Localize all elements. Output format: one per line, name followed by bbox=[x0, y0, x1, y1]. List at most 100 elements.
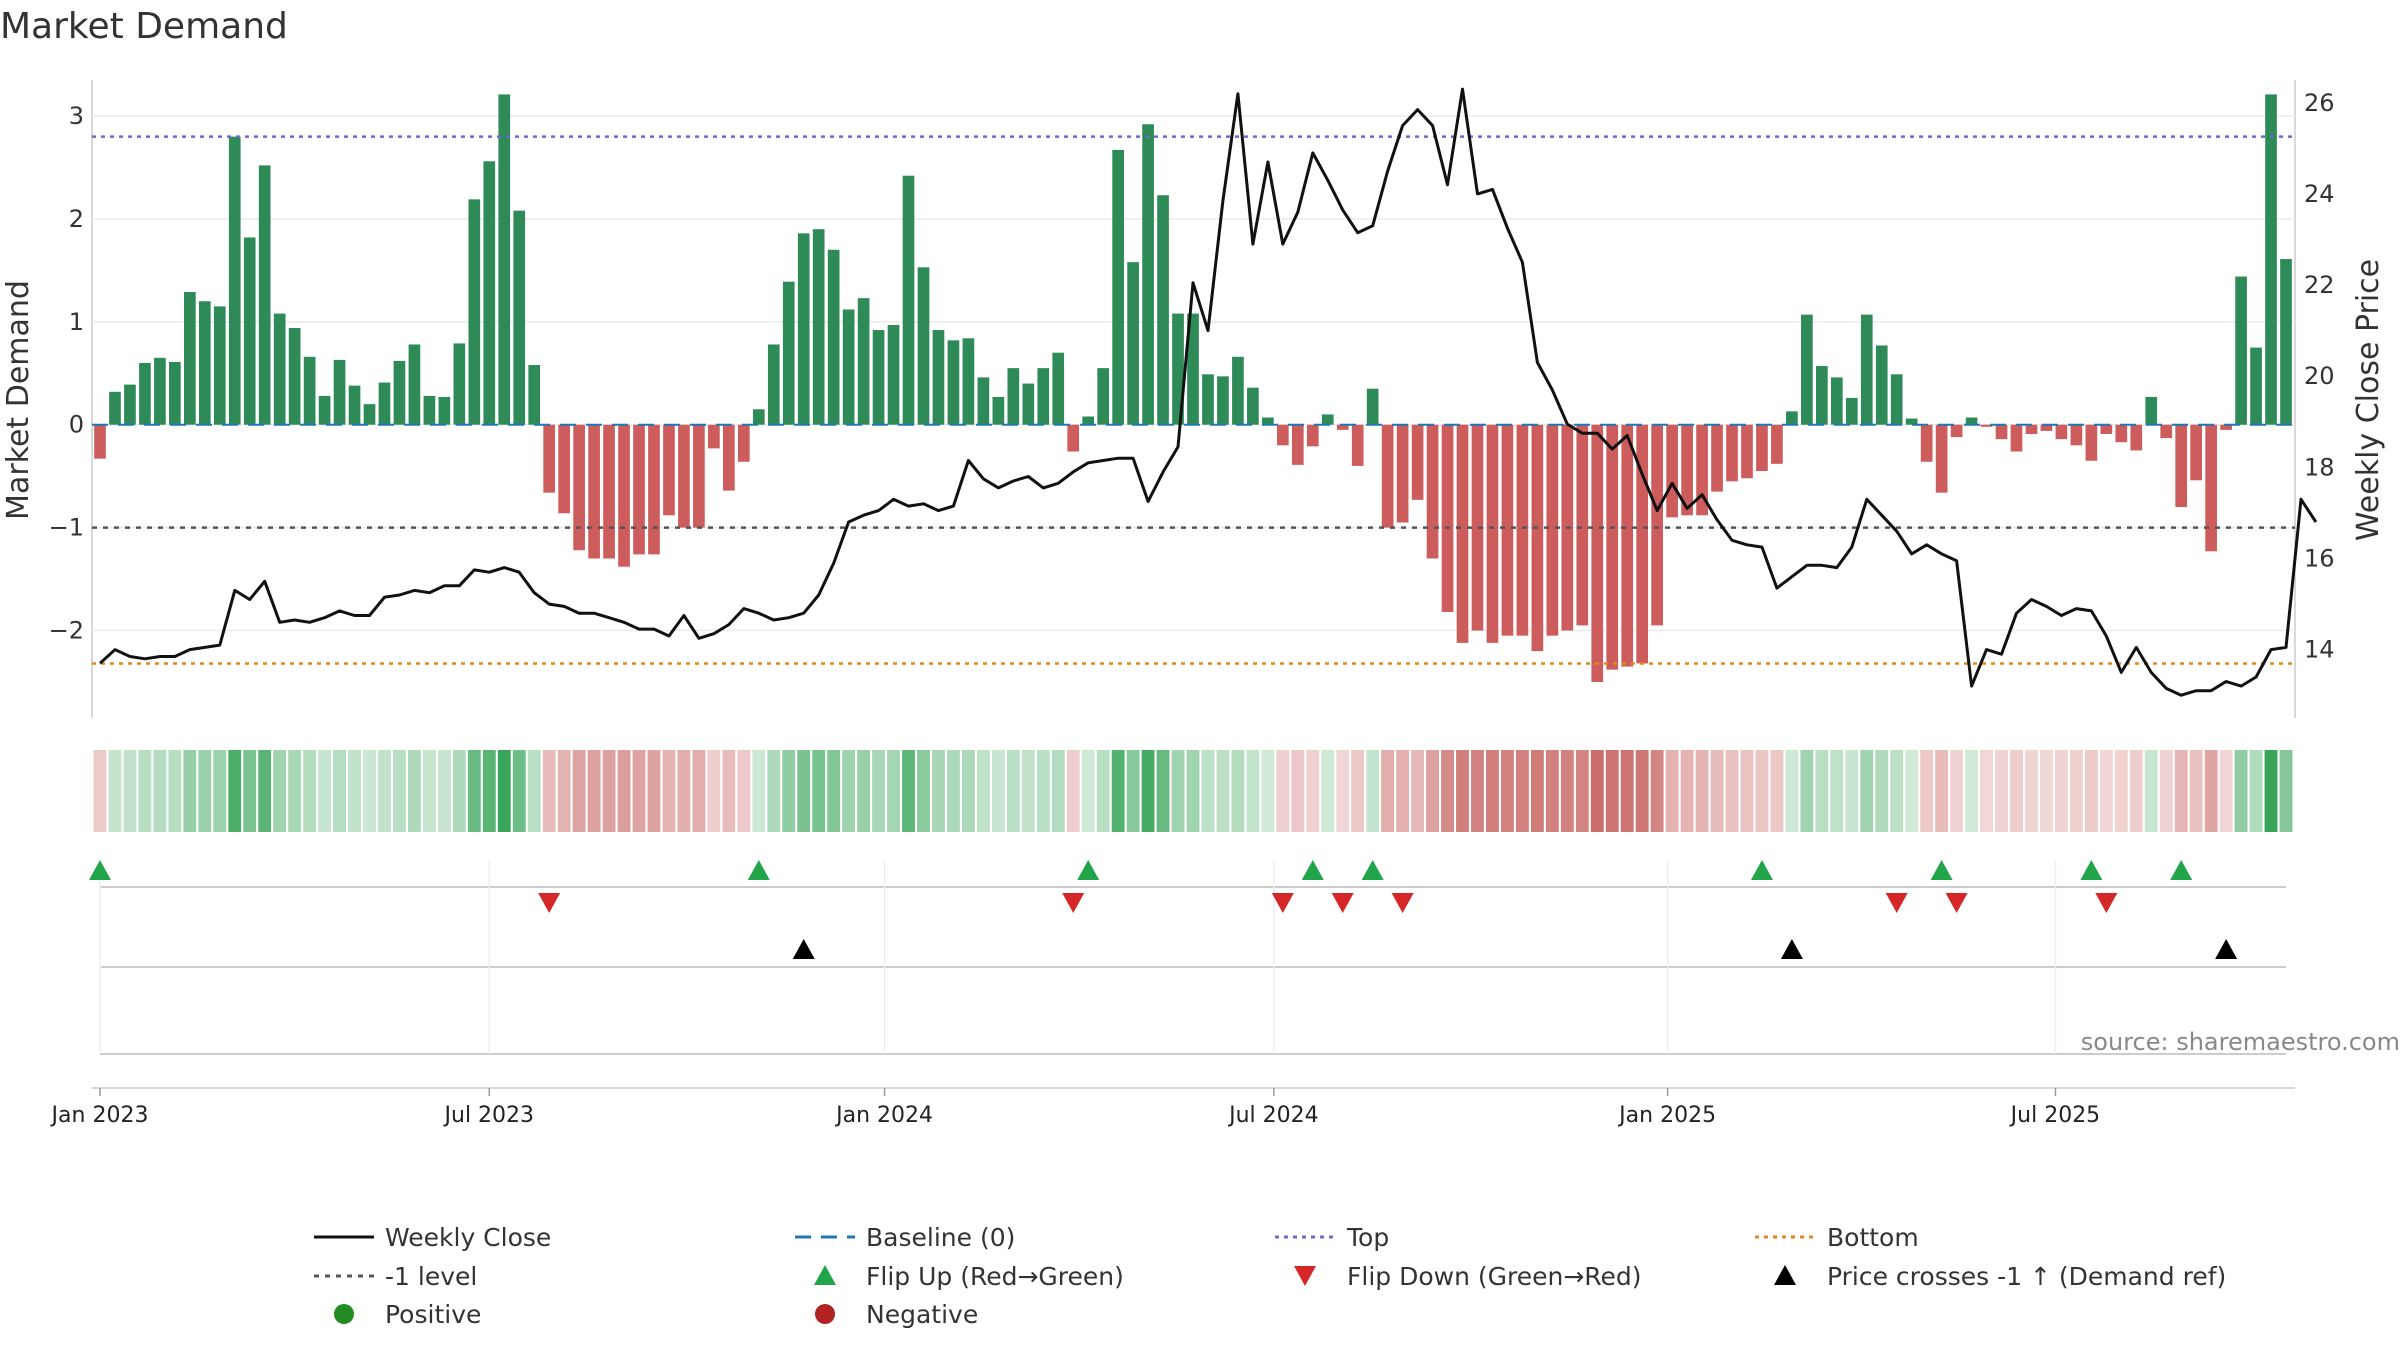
flip-down-marker bbox=[1331, 893, 1354, 913]
heat-cell bbox=[452, 750, 466, 832]
heat-cell bbox=[318, 750, 332, 832]
heat-cell bbox=[1426, 750, 1439, 832]
reference-lines bbox=[92, 135, 2295, 665]
y2-tick-label: 26 bbox=[2304, 89, 2335, 117]
y2-tick-label: 24 bbox=[2304, 180, 2335, 208]
demand-bar bbox=[139, 362, 151, 425]
legend-item-negative: Negative bbox=[815, 1300, 978, 1329]
x-tick-label: Jul 2024 bbox=[1227, 1103, 1319, 1128]
demand-bar bbox=[169, 361, 181, 425]
heat-cell bbox=[1486, 750, 1499, 832]
demand-bar bbox=[2280, 259, 2292, 425]
demand-bar bbox=[423, 395, 436, 425]
flip-up-marker bbox=[2170, 860, 2193, 880]
heat-cell bbox=[378, 750, 391, 832]
heat-cell bbox=[467, 750, 481, 832]
y-tick-label: −2 bbox=[49, 617, 84, 645]
heat-cell bbox=[991, 750, 1005, 832]
demand-bar bbox=[648, 424, 660, 555]
demand-bar bbox=[1067, 424, 1080, 452]
demand-bar bbox=[2115, 424, 2128, 443]
heat-cell bbox=[1770, 750, 1784, 832]
heat-cell bbox=[2040, 750, 2053, 832]
demand-bar bbox=[2250, 347, 2262, 425]
heat-cell bbox=[2099, 750, 2113, 832]
demand-bar bbox=[543, 424, 556, 493]
demand-bar bbox=[1651, 424, 1663, 626]
demand-bar bbox=[1441, 424, 1454, 613]
legend-item-minus-one: -1 level bbox=[314, 1262, 477, 1291]
heat-cell bbox=[183, 750, 197, 832]
x-tick-label: Jul 2025 bbox=[2009, 1103, 2101, 1128]
demand-bar bbox=[378, 382, 391, 425]
heat-cell bbox=[273, 750, 287, 832]
heat-cell bbox=[1111, 750, 1125, 832]
flip-up-marker bbox=[89, 860, 111, 880]
demand-bar bbox=[1351, 424, 1364, 466]
demand-bar bbox=[2025, 424, 2038, 434]
demand-bar bbox=[1127, 262, 1139, 425]
demand-bar bbox=[708, 424, 720, 449]
demand-bar bbox=[1801, 314, 1813, 425]
demand-bar bbox=[1336, 424, 1349, 430]
heat-cell bbox=[1201, 750, 1215, 832]
demand-bar bbox=[2055, 424, 2068, 440]
demand-bar bbox=[1890, 374, 1903, 425]
x-tick-label: Jan 2025 bbox=[1617, 1103, 1716, 1128]
demand-bar bbox=[1696, 424, 1708, 516]
flip-down-marker bbox=[2095, 893, 2118, 913]
heat-cell bbox=[1500, 750, 1514, 832]
demand-bar bbox=[2235, 276, 2247, 425]
heat-cell bbox=[1785, 750, 1799, 832]
demand-bar bbox=[348, 385, 361, 425]
heat-cell bbox=[2204, 750, 2218, 832]
heat-cell bbox=[2219, 750, 2233, 832]
heat-cell bbox=[108, 750, 122, 832]
demand-bar bbox=[2040, 424, 2053, 431]
flip-up-marker bbox=[1750, 860, 1773, 880]
legend-item-baseline: Baseline (0) bbox=[795, 1223, 1015, 1252]
heat-cell bbox=[1456, 750, 1469, 832]
demand-bar bbox=[872, 330, 885, 425]
heat-cell bbox=[1935, 750, 1949, 832]
heat-cell bbox=[512, 750, 526, 832]
heat-cell bbox=[2069, 750, 2083, 832]
demand-bar bbox=[258, 165, 271, 425]
legend-item-flip-down: Flip Down (Green→Red) bbox=[1294, 1262, 1642, 1291]
heat-cell bbox=[707, 750, 721, 832]
heat-cell bbox=[1156, 750, 1170, 832]
demand-bar bbox=[573, 424, 585, 551]
legend-item-price-cross: Price crosses -1 ↑ (Demand ref) bbox=[1774, 1262, 2226, 1291]
demand-bar bbox=[453, 343, 466, 425]
heat-cell bbox=[1306, 750, 1320, 832]
heat-cell bbox=[1396, 750, 1410, 832]
heat-cell bbox=[1006, 750, 1020, 832]
flip-down-marker bbox=[538, 893, 561, 913]
heat-cell bbox=[1081, 750, 1095, 832]
heat-cell bbox=[2264, 750, 2278, 832]
heat-cell bbox=[2144, 750, 2158, 832]
price-cross-marker bbox=[792, 939, 815, 959]
demand-bar bbox=[1621, 424, 1634, 667]
x-tick-label: Jan 2023 bbox=[50, 1103, 149, 1128]
heat-cell bbox=[1261, 750, 1275, 832]
heat-cell bbox=[647, 750, 661, 832]
demand-bar bbox=[1486, 424, 1499, 643]
heat-cell bbox=[123, 750, 137, 832]
heat-cell bbox=[2129, 750, 2143, 832]
heat-cell bbox=[1755, 750, 1769, 832]
demand-bar bbox=[558, 424, 570, 514]
y-tick-label: −1 bbox=[49, 514, 84, 542]
demand-bars bbox=[94, 94, 2292, 682]
demand-bar bbox=[213, 306, 226, 425]
demand-bar bbox=[288, 327, 301, 425]
demand-bar bbox=[902, 175, 915, 425]
demand-bar bbox=[1786, 411, 1798, 425]
demand-bar bbox=[812, 229, 825, 425]
heat-cell bbox=[1905, 750, 1919, 832]
demand-bar bbox=[1232, 356, 1244, 425]
demand-bar bbox=[393, 360, 406, 425]
heat-cell bbox=[961, 750, 975, 832]
weekly-close-line bbox=[98, 87, 2318, 697]
demand-bar bbox=[1830, 377, 1843, 425]
